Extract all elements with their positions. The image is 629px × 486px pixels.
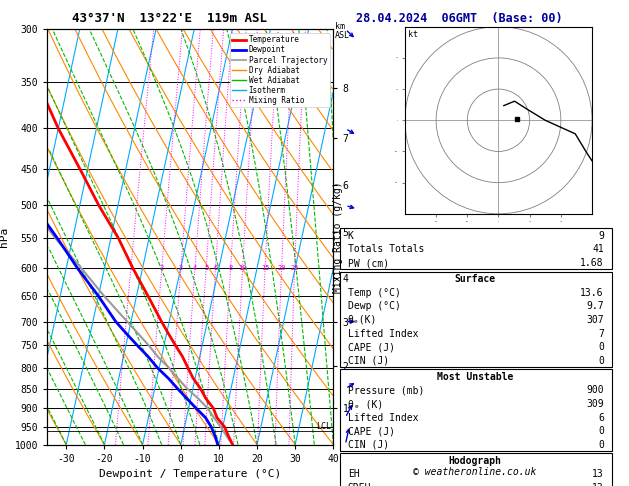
Text: Lifted Index: Lifted Index: [348, 413, 418, 423]
Text: CIN (J): CIN (J): [348, 440, 389, 450]
Text: 900: 900: [586, 385, 604, 396]
Text: 8: 8: [228, 265, 233, 271]
Text: 9: 9: [598, 231, 604, 241]
Legend: Temperature, Dewpoint, Parcel Trajectory, Dry Adiabat, Wet Adiabat, Isotherm, Mi: Temperature, Dewpoint, Parcel Trajectory…: [230, 33, 330, 107]
Text: 28.04.2024  06GMT  (Base: 00): 28.04.2024 06GMT (Base: 00): [356, 12, 562, 25]
Text: kt: kt: [408, 30, 418, 39]
Text: km
ASL: km ASL: [335, 22, 350, 40]
X-axis label: Dewpoint / Temperature (°C): Dewpoint / Temperature (°C): [99, 469, 281, 479]
Text: 9.7: 9.7: [586, 301, 604, 312]
Text: CIN (J): CIN (J): [348, 356, 389, 366]
Text: 0: 0: [598, 342, 604, 352]
Text: CAPE (J): CAPE (J): [348, 426, 395, 436]
Text: Dewp (°C): Dewp (°C): [348, 301, 401, 312]
Text: 7: 7: [598, 329, 604, 339]
Text: 1.68: 1.68: [581, 258, 604, 268]
Text: CAPE (J): CAPE (J): [348, 342, 395, 352]
Text: 0: 0: [598, 356, 604, 366]
Text: 13: 13: [592, 483, 604, 486]
Text: Mixing Ratio (g/kg): Mixing Ratio (g/kg): [333, 181, 343, 293]
Text: Most Unstable: Most Unstable: [437, 372, 513, 382]
Text: 41: 41: [592, 244, 604, 255]
Text: K: K: [348, 231, 353, 241]
Text: 0: 0: [598, 426, 604, 436]
Text: Surface: Surface: [454, 274, 496, 284]
Text: Totals Totals: Totals Totals: [348, 244, 424, 255]
Text: 5: 5: [204, 265, 208, 271]
Text: 4: 4: [193, 265, 197, 271]
Text: 6: 6: [213, 265, 218, 271]
Text: 2: 2: [160, 265, 164, 271]
Text: 6: 6: [598, 413, 604, 423]
Text: 1: 1: [129, 265, 133, 271]
Text: Hodograph: Hodograph: [448, 456, 501, 466]
Text: 20: 20: [277, 265, 286, 271]
Text: © weatheronline.co.uk: © weatheronline.co.uk: [413, 467, 537, 477]
Text: 3: 3: [179, 265, 183, 271]
Text: 0: 0: [598, 440, 604, 450]
Text: 309: 309: [586, 399, 604, 409]
Text: 15: 15: [261, 265, 269, 271]
Text: 25: 25: [291, 265, 299, 271]
Text: θₑ (K): θₑ (K): [348, 399, 383, 409]
Text: Temp (°C): Temp (°C): [348, 288, 401, 298]
Text: 13.6: 13.6: [581, 288, 604, 298]
Text: θₑ(K): θₑ(K): [348, 315, 377, 325]
Text: 43°37'N  13°22'E  119m ASL: 43°37'N 13°22'E 119m ASL: [72, 12, 267, 25]
Text: PW (cm): PW (cm): [348, 258, 389, 268]
Text: 13: 13: [592, 469, 604, 480]
Text: EH: EH: [348, 469, 360, 480]
Y-axis label: hPa: hPa: [0, 227, 9, 247]
Text: LCL: LCL: [316, 421, 331, 431]
Text: 10: 10: [238, 265, 247, 271]
Text: Lifted Index: Lifted Index: [348, 329, 418, 339]
Text: SREH: SREH: [348, 483, 371, 486]
Text: 307: 307: [586, 315, 604, 325]
Text: Pressure (mb): Pressure (mb): [348, 385, 424, 396]
